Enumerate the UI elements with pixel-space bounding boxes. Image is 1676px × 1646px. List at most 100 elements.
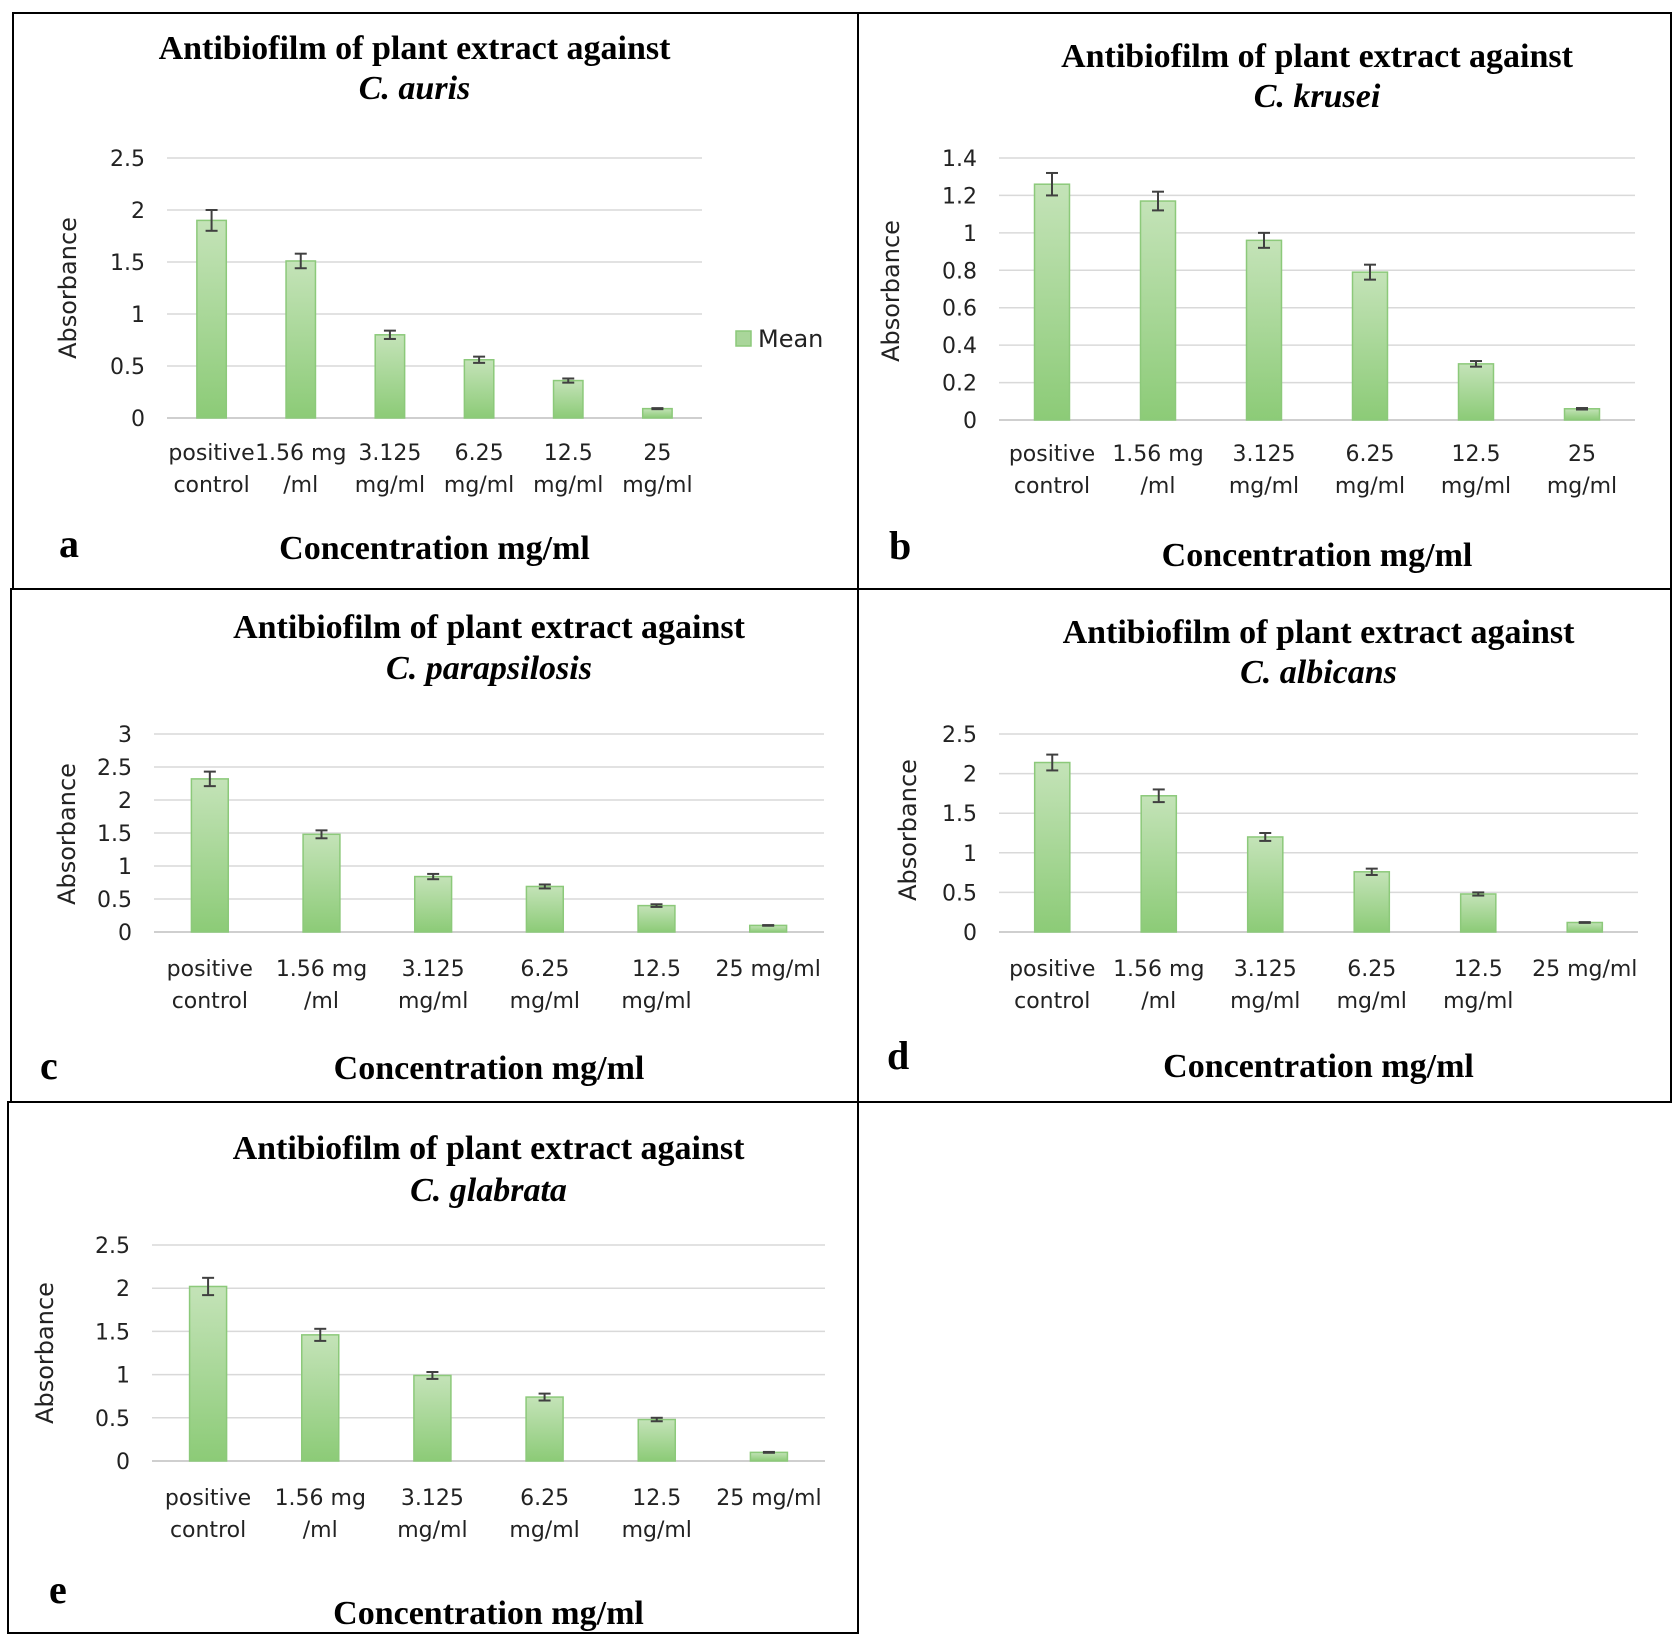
- bar: [413, 1374, 452, 1462]
- error-bar: [202, 1276, 215, 1297]
- x-tick-label: mg/ml: [1230, 989, 1300, 1014]
- error-bar: [1576, 407, 1588, 411]
- x-tick-label: 6.25: [520, 957, 569, 982]
- y-tick-label: 1.5: [942, 802, 977, 827]
- x-tick-label: 25: [1568, 442, 1596, 467]
- legend-swatch: [735, 330, 752, 347]
- y-tick-label: 0: [131, 407, 145, 432]
- bar: [1351, 271, 1389, 421]
- chart-svg-c: Antibiofilm of plant extract against C. p…: [40, 609, 824, 1088]
- y-tick-label: 2: [116, 1277, 130, 1302]
- y-tick-label: 0.5: [110, 355, 145, 380]
- y-tick-label: 0.5: [97, 888, 132, 913]
- chart-title-line1: Antibiofilm of plant extract against: [159, 30, 672, 67]
- error-bar: [1152, 788, 1165, 804]
- x-tick-label: 1.56 mg: [255, 441, 346, 466]
- panel-letter: d: [887, 1033, 909, 1078]
- y-tick-label: 0: [118, 921, 132, 946]
- y-tick-label: 0.4: [942, 334, 977, 359]
- error-bar: [762, 924, 775, 927]
- y-tick-label: 1: [963, 842, 977, 867]
- error-bar: [1472, 891, 1485, 897]
- y-tick-label: 2.5: [97, 756, 132, 781]
- error-bar: [650, 1416, 663, 1423]
- bar: [552, 379, 584, 419]
- y-tick-label: 1.2: [942, 184, 977, 209]
- bar: [196, 219, 228, 419]
- x-tick-label: 25 mg/ml: [716, 1486, 821, 1511]
- y-tick-label: 1: [118, 855, 132, 880]
- y-tick-label: 1: [131, 303, 145, 328]
- y-tick-label: 2: [963, 763, 977, 788]
- error-bar: [1259, 832, 1272, 842]
- x-tick-label: control: [170, 1518, 246, 1543]
- x-tick-label: /ml: [283, 473, 318, 498]
- error-bar: [762, 1450, 775, 1454]
- x-axis-label: Concentration mg/ml: [279, 530, 590, 567]
- error-bar: [294, 252, 307, 270]
- x-tick-label: 25 mg/ml: [1532, 957, 1637, 982]
- y-tick-label: 1.4: [942, 147, 977, 172]
- bar: [525, 885, 565, 933]
- x-axis-label: Concentration mg/ml: [333, 1595, 644, 1632]
- x-tick-label: mg/ml: [1335, 474, 1405, 499]
- x-tick-label: mg/ml: [1441, 474, 1511, 499]
- x-tick-label: mg/ml: [1229, 474, 1299, 499]
- x-tick-label: 1.56 mg: [1112, 442, 1203, 467]
- error-bar: [1470, 360, 1482, 368]
- legend: Mean: [735, 325, 823, 353]
- x-tick-label: 3.125: [402, 957, 465, 982]
- chart-panel-d: Antibiofilm of plant extract against C. a…: [857, 588, 1672, 1103]
- y-tick-label: 0.2: [942, 372, 977, 397]
- x-tick-label: 6.25: [1347, 957, 1396, 982]
- error-bar: [315, 829, 328, 840]
- bar: [188, 1285, 228, 1462]
- x-tick-label: mg/ml: [1443, 989, 1513, 1014]
- error-bar: [562, 377, 575, 384]
- chart-title-line2: C. glabrata: [410, 1172, 567, 1209]
- x-tick-label: mg/ml: [509, 1518, 579, 1543]
- error-bar: [1152, 190, 1164, 212]
- x-tick-label: 3.125: [358, 441, 421, 466]
- x-tick-label: control: [1014, 474, 1090, 499]
- x-tick-label: 12.5: [1454, 957, 1503, 982]
- y-axis-label: Absorbance: [894, 759, 922, 901]
- y-tick-label: 0: [116, 1450, 130, 1475]
- x-tick-label: mg/ml: [355, 473, 425, 498]
- y-axis-label: Absorbance: [54, 217, 82, 359]
- x-tick-label: positive: [1009, 442, 1095, 467]
- y-tick-label: 2.5: [942, 723, 977, 748]
- y-tick-label: 1.5: [110, 251, 145, 276]
- bar: [637, 904, 676, 933]
- x-axis-label: Concentration mg/ml: [334, 1050, 645, 1087]
- y-axis-label: Absorbance: [53, 763, 81, 905]
- x-tick-label: 3.125: [1234, 957, 1297, 982]
- chart-panel-a: Antibiofilm of plant extract against C. a…: [12, 12, 859, 590]
- x-tick-label: control: [172, 989, 248, 1014]
- panel-letter: a: [59, 521, 79, 566]
- chart-panel-e: Antibiofilm of plant extract against C. g…: [7, 1101, 859, 1634]
- x-axis-label: Concentration mg/ml: [1162, 537, 1473, 574]
- x-tick-label: positive: [168, 441, 254, 466]
- error-bar: [1046, 171, 1058, 197]
- error-bar: [1046, 753, 1059, 772]
- x-tick-label: mg/ml: [510, 989, 580, 1014]
- bar: [374, 334, 406, 419]
- chart-title-line2: C. parapsilosis: [386, 650, 592, 687]
- bar: [1033, 183, 1071, 421]
- y-tick-label: 2: [131, 199, 145, 224]
- y-tick-label: 3: [118, 723, 132, 748]
- error-bar: [1578, 921, 1591, 924]
- error-bar: [383, 329, 396, 340]
- error-bar: [1364, 263, 1376, 281]
- chart-title-line2: C. krusei: [1254, 78, 1381, 115]
- error-bar: [426, 1371, 439, 1380]
- error-bar: [538, 883, 551, 890]
- bar: [413, 875, 453, 933]
- error-bar: [427, 872, 440, 881]
- y-axis-label: Absorbance: [31, 1282, 59, 1424]
- chart-panel-c: Antibiofilm of plant extract against C. p…: [10, 588, 859, 1103]
- x-tick-label: 12.5: [1452, 442, 1501, 467]
